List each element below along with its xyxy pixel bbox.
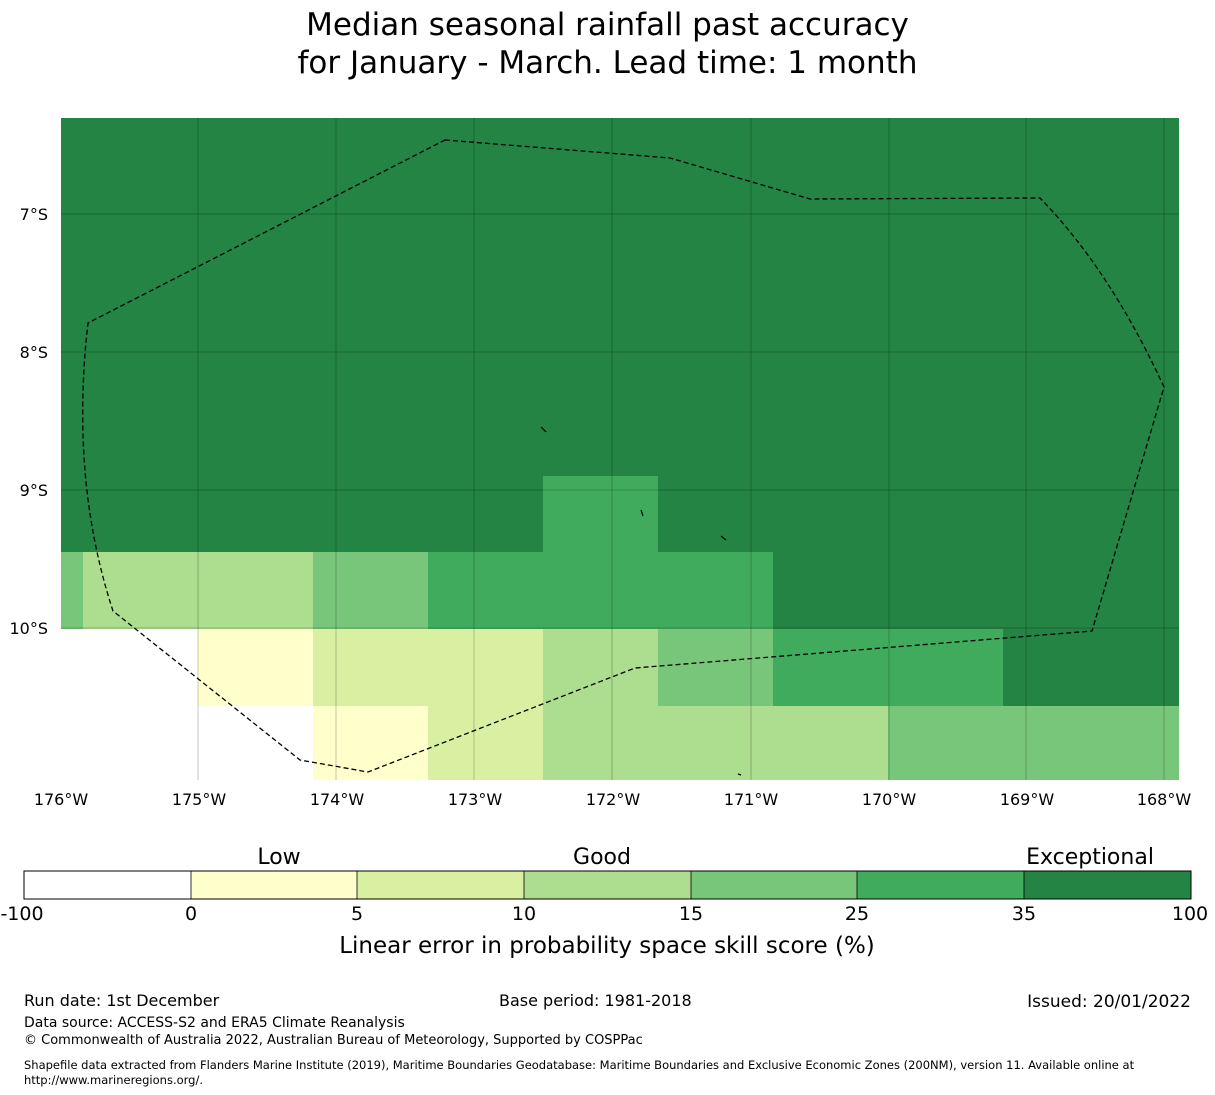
grid-cell <box>61 552 83 629</box>
lon-label: 174°W <box>310 790 365 809</box>
data-source: Data source: ACCESS-S2 and ERA5 Climate … <box>24 1015 405 1031</box>
copyright: © Commonwealth of Australia 2022, Austra… <box>24 1033 643 1048</box>
lon-label: 173°W <box>448 790 503 809</box>
colorbar-tick-label: 25 <box>845 903 869 925</box>
colorbar-tick-label: 100 <box>1172 903 1208 925</box>
grid-cell <box>313 706 428 780</box>
island-marker <box>640 509 644 517</box>
grid-cell <box>83 552 313 629</box>
island-marker <box>540 426 547 433</box>
grid-cell <box>543 629 658 706</box>
colorbar-segment <box>191 871 357 899</box>
colorbar-segment <box>524 871 691 899</box>
lon-label: 176°W <box>34 790 89 809</box>
lat-label: 7°S <box>20 205 48 224</box>
grid-cell <box>1003 629 1179 706</box>
lon-label: 169°W <box>1000 790 1055 809</box>
colorbar-segment <box>357 871 524 899</box>
lon-label: 175°W <box>172 790 227 809</box>
colorbar-tick-label: 5 <box>351 903 363 925</box>
base-period: Base period: 1981-2018 <box>499 991 692 1010</box>
shapefile-credit-line-2: http://www.marineregions.org/. <box>24 1073 203 1087</box>
colorbar-tick-label: 0 <box>185 903 197 925</box>
colorbar-tick-label: -100 <box>0 903 43 925</box>
grid-cell <box>198 629 313 706</box>
grid-cell <box>428 552 773 629</box>
colorbar-segment <box>1024 871 1191 899</box>
colorbar-tick-label: 10 <box>512 903 536 925</box>
lon-label: 170°W <box>862 790 917 809</box>
title-line-1: Median seasonal rainfall past accuracy <box>306 7 909 43</box>
lon-label: 172°W <box>586 790 641 809</box>
island-marker <box>720 535 727 541</box>
title-line-2: for January - March. Lead time: 1 month <box>297 45 918 81</box>
grid-cell <box>313 629 543 706</box>
colorbar-segment <box>691 871 857 899</box>
colorbar-dividers <box>190 871 1025 899</box>
latitude-labels: 7°S 8°S 9°S 10°S <box>9 205 48 638</box>
grid-cell <box>773 629 1003 706</box>
map-title: Median seasonal rainfall past accuracy f… <box>0 6 1215 82</box>
grid-cell <box>428 706 543 780</box>
lon-label: 171°W <box>724 790 779 809</box>
graticule <box>61 118 1179 780</box>
issued-date: Issued: 20/01/2022 <box>1027 992 1191 1012</box>
colorbar: Low Good Exceptional -100 0 5 10 15 25 3… <box>0 845 1208 959</box>
category-label-exceptional: Exceptional <box>1026 845 1154 870</box>
colorbar-tick-label: 35 <box>1012 903 1036 925</box>
colorbar-segment <box>24 871 191 899</box>
lat-label: 9°S <box>20 481 48 500</box>
grid-cell <box>658 629 773 706</box>
run-date: Run date: 1st December <box>24 991 220 1010</box>
grid-cell <box>888 706 1179 780</box>
grid-cell <box>313 552 428 629</box>
lon-label: 168°W <box>1137 790 1192 809</box>
colorbar-tick-label: 15 <box>679 903 703 925</box>
category-label-low: Low <box>257 845 300 870</box>
eez-boundary <box>82 139 1165 773</box>
islands <box>540 426 742 776</box>
map-panel <box>61 118 1179 780</box>
grid-cell <box>773 552 1179 629</box>
island-marker <box>737 773 742 776</box>
colorbar-outline <box>23 870 1192 900</box>
grid-cell <box>543 706 888 780</box>
colorbar-axis-label: Linear error in probability space skill … <box>339 933 875 959</box>
longitude-labels: 176°W 175°W 174°W 173°W 172°W 171°W 170°… <box>34 790 1192 809</box>
lat-label: 8°S <box>20 343 48 362</box>
skill-grid <box>61 118 1179 780</box>
shapefile-credit-line-1: Shapefile data extracted from Flanders M… <box>24 1058 1135 1072</box>
grid-cell <box>543 476 658 552</box>
colorbar-segment <box>857 871 1024 899</box>
lat-label: 10°S <box>9 619 48 638</box>
category-label-good: Good <box>573 845 631 870</box>
